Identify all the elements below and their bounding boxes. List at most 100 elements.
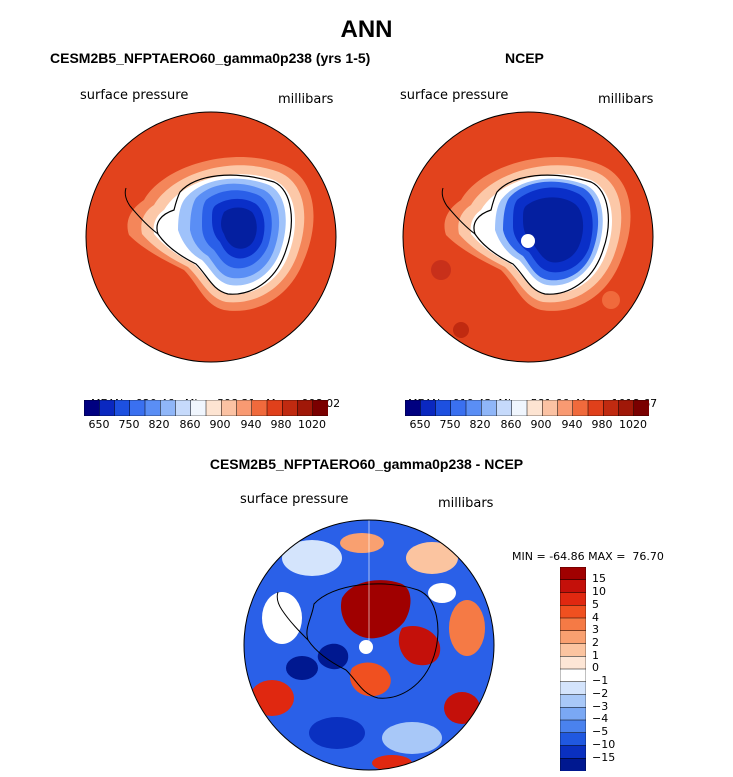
panel3-stats: MIN = -64.86 MAX = 76.70 xyxy=(505,537,664,563)
panel1-cb-tick-6: 980 xyxy=(270,418,292,431)
panel2-cb-tick-3: 860 xyxy=(500,418,522,431)
panel2-cb-tick-7: 1020 xyxy=(619,418,647,431)
panel2-ocean-patch xyxy=(453,322,469,338)
panel2-ocean-patch xyxy=(431,260,451,280)
panel3-max-value: 76.70 xyxy=(632,550,664,563)
colorbar-swatch xyxy=(175,400,192,416)
panel2-right-label: millibars xyxy=(598,92,654,107)
colorbar-swatch xyxy=(560,694,586,708)
colorbar-swatch xyxy=(420,400,437,416)
panel3-map-border xyxy=(243,519,495,771)
panel1-cb-tick-7: 1020 xyxy=(298,418,326,431)
panel1-colorbar xyxy=(84,400,328,416)
panel3-coastline xyxy=(306,583,439,699)
colorbar-swatch xyxy=(560,745,586,759)
colorbar-swatch xyxy=(465,400,482,416)
panel3-positive-anomaly xyxy=(349,662,391,697)
colorbar-swatch xyxy=(560,617,586,632)
colorbar-swatch xyxy=(560,630,586,645)
colorbar-swatch xyxy=(560,668,586,683)
colorbar-swatch xyxy=(266,400,283,416)
panel1-cb-tick-4: 900 xyxy=(209,418,231,431)
colorbar-swatch xyxy=(603,400,620,416)
colorbar-swatch xyxy=(633,400,649,416)
panel2-cb-tick-4: 900 xyxy=(530,418,552,431)
panel2-peninsula xyxy=(441,187,476,235)
panel3-field-blob xyxy=(262,592,302,644)
panel3-min-value: -64.86 xyxy=(549,550,585,563)
colorbar-swatch xyxy=(236,400,253,416)
panel2-polar-map xyxy=(402,111,654,363)
colorbar-swatch xyxy=(560,656,586,670)
colorbar-swatch xyxy=(542,400,559,416)
panel1-cb-tick-1: 750 xyxy=(118,418,140,431)
panel1-contour-8 xyxy=(221,207,257,249)
panel3-title: CESM2B5_NFPTAERO60_gamma0p238 - NCEP xyxy=(209,456,524,472)
colorbar-swatch xyxy=(205,400,222,416)
panel1-cb-tick-0: 650 xyxy=(88,418,110,431)
colorbar-swatch xyxy=(560,643,586,657)
colorbar-swatch xyxy=(560,579,586,594)
panel1-cb-tick-3: 860 xyxy=(179,418,201,431)
panel2-ocean-patch xyxy=(602,291,620,309)
colorbar-swatch xyxy=(405,400,421,416)
colorbar-swatch xyxy=(221,400,238,416)
panel3-min-label: MIN = xyxy=(512,550,546,563)
panel1-cb-tick-2: 820 xyxy=(148,418,170,431)
panel1-left-label: surface pressure xyxy=(80,88,189,103)
panel3-cb-tick-13: −10 xyxy=(592,738,616,751)
panel3-right-label: millibars xyxy=(438,496,494,511)
colorbar-swatch xyxy=(114,400,131,416)
panel3-cb-tick-2: 5 xyxy=(592,598,599,611)
panel3-field-blob xyxy=(250,680,294,716)
colorbar-swatch xyxy=(84,400,100,416)
colorbar-swatch xyxy=(496,400,513,416)
colorbar-swatch xyxy=(560,719,586,734)
panel3-field-blob xyxy=(282,540,342,576)
colorbar-swatch xyxy=(312,400,328,416)
panel3-cb-tick-11: −4 xyxy=(592,712,609,725)
panel3-pole-mask xyxy=(359,640,373,654)
colorbar-swatch xyxy=(435,400,452,416)
panel2-pole-mask xyxy=(521,234,535,248)
panel3-cb-tick-8: −1 xyxy=(592,674,609,687)
colorbar-swatch xyxy=(572,400,589,416)
panel2-cb-tick-2: 820 xyxy=(469,418,491,431)
colorbar-swatch xyxy=(587,400,604,416)
colorbar-swatch xyxy=(481,400,498,416)
panel2-title: NCEP xyxy=(505,50,544,66)
panel2-colorbar xyxy=(405,400,649,416)
panel3-field-blob xyxy=(286,656,318,680)
panel1-cb-tick-5: 940 xyxy=(240,418,262,431)
panel3-cb-tick-10: −3 xyxy=(592,700,609,713)
panel3-field-blob xyxy=(449,600,485,656)
colorbar-swatch xyxy=(251,400,268,416)
panel3-cb-tick-9: −2 xyxy=(592,687,609,700)
panel3-cb-tick-6: 1 xyxy=(592,649,599,662)
panel3-field-blob xyxy=(340,533,384,553)
panel2-map-border xyxy=(402,111,654,363)
colorbar-swatch xyxy=(297,400,314,416)
panel3-field-blob xyxy=(444,692,480,724)
panel3-cb-tick-3: 4 xyxy=(592,611,599,624)
colorbar-swatch xyxy=(560,592,586,606)
panel2-contour-7 xyxy=(523,197,584,263)
panel3-field-blob xyxy=(428,583,456,603)
colorbar-swatch xyxy=(450,400,467,416)
colorbar-swatch xyxy=(560,605,586,619)
panel3-cb-tick-14: −15 xyxy=(592,751,616,764)
panel2-cb-tick-6: 980 xyxy=(591,418,613,431)
panel1-coastline xyxy=(156,174,292,295)
panel3-polar-map xyxy=(243,519,495,771)
panel3-cb-tick-1: 10 xyxy=(592,585,606,598)
colorbar-swatch xyxy=(560,707,586,721)
panel1-polar-map xyxy=(85,111,337,363)
colorbar-swatch xyxy=(99,400,116,416)
colorbar-swatch xyxy=(129,400,146,416)
panel3-colorbar-ticks: 15 10 5 4 3 2 1 0 −1 −2 −3 −4 −5 −10 −15 xyxy=(592,567,632,771)
panel3-field-blob xyxy=(372,755,412,770)
panel3-cb-tick-12: −5 xyxy=(592,725,609,738)
colorbar-swatch xyxy=(560,567,586,581)
panel2-cb-tick-0: 650 xyxy=(409,418,431,431)
panel1-colorbar-ticks: 650 750 820 860 900 940 980 1020 xyxy=(84,418,328,432)
